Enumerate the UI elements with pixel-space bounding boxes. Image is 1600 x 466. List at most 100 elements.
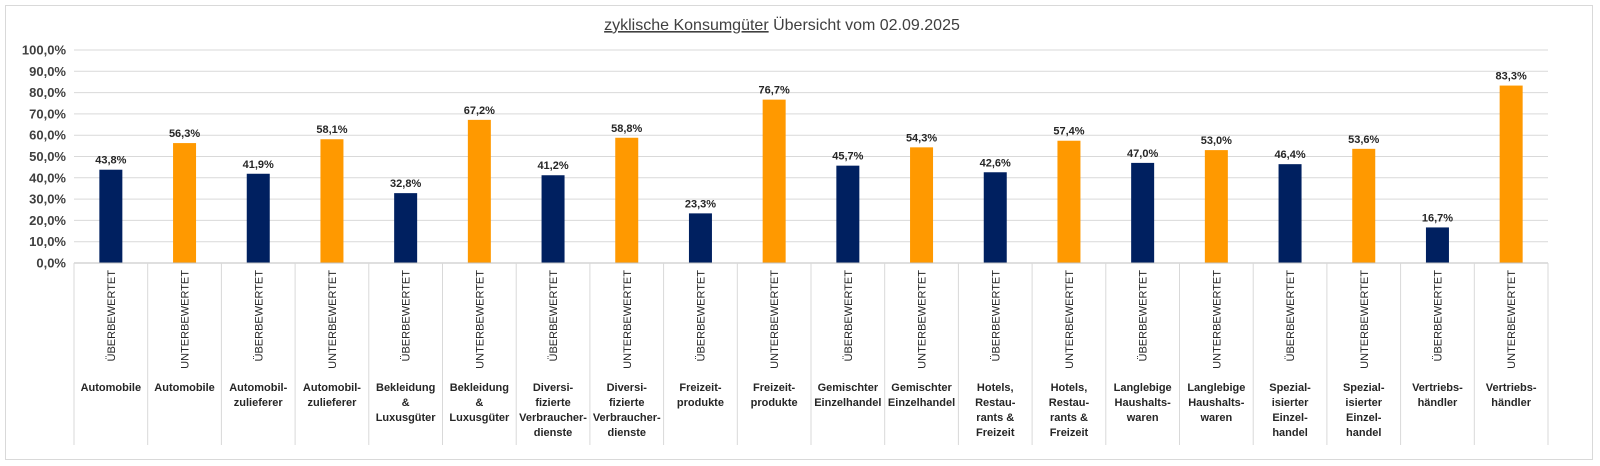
sector-label-15-2: waren bbox=[1199, 412, 1232, 424]
bar-13 bbox=[1057, 140, 1081, 263]
sector-label-6-1: fizierte bbox=[535, 397, 570, 409]
y-tick-label: 60,0% bbox=[29, 128, 66, 143]
sector-label-7-2: Verbraucher- bbox=[593, 412, 661, 424]
sector-label-0-0: Automobile bbox=[81, 382, 142, 394]
bar-9 bbox=[762, 99, 786, 263]
sector-label-8-0: Freizeit- bbox=[679, 382, 722, 394]
chart-title: zyklische Konsumgüter Übersicht vom 02.0… bbox=[604, 16, 960, 34]
data-label-2: 41,9% bbox=[243, 159, 274, 171]
sector-label-9-0: Freizeit- bbox=[753, 382, 796, 394]
valuation-label-11: UNTERBEWERTET bbox=[917, 270, 929, 369]
sector-label-6-2: Verbraucher- bbox=[519, 412, 587, 424]
sector-label-2-1: zulieferer bbox=[234, 397, 284, 409]
sector-label-2-0: Automobil- bbox=[229, 382, 287, 394]
sector-label-19-0: Vertriebs- bbox=[1486, 382, 1537, 394]
x-axis: ÜBERBEWERTET Automobile UNTERBEWERTET Autom… bbox=[73, 262, 1549, 445]
sector-label-7-1: fizierte bbox=[609, 397, 644, 409]
bar-8 bbox=[688, 213, 712, 263]
valuation-label-7: UNTERBEWERTET bbox=[622, 270, 634, 369]
data-label-6: 41,2% bbox=[537, 160, 568, 172]
data-label-8: 23,3% bbox=[685, 198, 716, 210]
valuation-label-1: UNTERBEWERTET bbox=[180, 270, 192, 369]
chart-title-rest: Übersicht vom 02.09.2025 bbox=[769, 16, 960, 34]
valuation-label-0: ÜBERBEWERTET bbox=[106, 270, 118, 362]
valuation-label-9: UNTERBEWERTET bbox=[769, 270, 781, 369]
bar-5 bbox=[467, 119, 491, 263]
valuation-label-15: UNTERBEWERTET bbox=[1211, 270, 1223, 369]
bar-1 bbox=[173, 143, 197, 263]
sector-label-14-1: Haushalts- bbox=[1115, 397, 1172, 409]
data-label-9: 76,7% bbox=[759, 85, 790, 97]
sector-label-18-1: händler bbox=[1418, 397, 1458, 409]
sector-label-7-3: dienste bbox=[607, 427, 646, 439]
data-label-13: 57,4% bbox=[1053, 126, 1084, 138]
bar-0 bbox=[99, 169, 123, 263]
y-tick-label: 40,0% bbox=[29, 170, 66, 185]
sector-label-11-0: Gemischter bbox=[891, 382, 952, 394]
bar-14 bbox=[1131, 162, 1155, 263]
bar-19 bbox=[1499, 85, 1523, 263]
data-label-5: 67,2% bbox=[464, 105, 495, 117]
data-label-10: 45,7% bbox=[832, 151, 863, 163]
data-label-19: 83,3% bbox=[1496, 71, 1527, 83]
sector-label-17-0: Spezial- bbox=[1343, 382, 1385, 394]
valuation-label-17: UNTERBEWERTET bbox=[1359, 270, 1371, 369]
bar-10 bbox=[836, 165, 860, 263]
y-tick-label: 30,0% bbox=[29, 192, 66, 207]
valuation-label-4: ÜBERBEWERTET bbox=[401, 270, 413, 362]
valuation-label-16: ÜBERBEWERTET bbox=[1285, 270, 1297, 362]
sector-label-9-1: produkte bbox=[751, 397, 798, 409]
valuation-label-19: UNTERBEWERTET bbox=[1506, 270, 1518, 369]
sector-label-16-1: isierter bbox=[1272, 397, 1309, 409]
data-label-12: 42,6% bbox=[980, 157, 1011, 169]
y-tick-label: 10,0% bbox=[29, 234, 66, 249]
bar-16 bbox=[1278, 164, 1302, 263]
valuation-label-18: ÜBERBEWERTET bbox=[1432, 270, 1444, 362]
bar-12 bbox=[983, 172, 1007, 263]
y-tick-label: 50,0% bbox=[29, 149, 66, 164]
sector-label-5-1: & bbox=[475, 397, 483, 409]
sector-label-6-0: Diversi- bbox=[533, 382, 574, 394]
sector-label-12-2: rants & bbox=[976, 412, 1014, 424]
sector-label-13-1: Restau- bbox=[1049, 397, 1090, 409]
sector-label-1-0: Automobile bbox=[154, 382, 215, 394]
sector-label-7-0: Diversi- bbox=[607, 382, 648, 394]
sector-label-10-1: Einzelhandel bbox=[814, 397, 881, 409]
y-tick-label: 20,0% bbox=[29, 213, 66, 228]
sector-label-15-1: Haushalts- bbox=[1188, 397, 1245, 409]
bar-7 bbox=[615, 137, 639, 263]
sector-label-4-2: Luxusgüter bbox=[376, 412, 437, 424]
sector-label-16-0: Spezial- bbox=[1269, 382, 1311, 394]
valuation-label-3: UNTERBEWERTET bbox=[327, 270, 339, 369]
sector-label-12-1: Restau- bbox=[975, 397, 1016, 409]
y-tick-label: 100,0% bbox=[22, 43, 67, 58]
sector-label-8-1: produkte bbox=[677, 397, 724, 409]
y-tick-label: 0,0% bbox=[36, 256, 66, 271]
sector-label-17-3: handel bbox=[1346, 427, 1381, 439]
sector-label-14-0: Langlebige bbox=[1114, 382, 1172, 394]
sector-label-3-1: zulieferer bbox=[307, 397, 357, 409]
sector-label-18-0: Vertriebs- bbox=[1412, 382, 1463, 394]
valuation-label-2: ÜBERBEWERTET bbox=[253, 270, 265, 362]
chart-title-underlined: zyklische Konsumgüter bbox=[604, 17, 769, 34]
bar-18 bbox=[1425, 227, 1449, 263]
bar-3 bbox=[320, 139, 344, 263]
sector-label-16-3: handel bbox=[1272, 427, 1307, 439]
bar-15 bbox=[1204, 150, 1228, 263]
sector-label-11-1: Einzelhandel bbox=[888, 397, 955, 409]
sector-label-6-3: dienste bbox=[534, 427, 573, 439]
valuation-label-10: ÜBERBEWERTET bbox=[843, 270, 855, 362]
sector-label-15-0: Langlebige bbox=[1187, 382, 1245, 394]
sector-label-17-2: Einzel- bbox=[1346, 412, 1382, 424]
sector-label-4-0: Bekleidung bbox=[376, 382, 435, 394]
data-label-0: 43,8% bbox=[95, 155, 126, 167]
data-label-16: 46,4% bbox=[1274, 149, 1305, 161]
data-label-3: 58,1% bbox=[316, 124, 347, 136]
gridlines bbox=[74, 49, 1548, 264]
sector-label-14-2: waren bbox=[1126, 412, 1159, 424]
data-label-18: 16,7% bbox=[1422, 212, 1453, 224]
sector-label-3-0: Automobil- bbox=[303, 382, 361, 394]
sector-label-13-3: Freizeit bbox=[1050, 427, 1089, 439]
y-tick-label: 80,0% bbox=[29, 85, 66, 100]
